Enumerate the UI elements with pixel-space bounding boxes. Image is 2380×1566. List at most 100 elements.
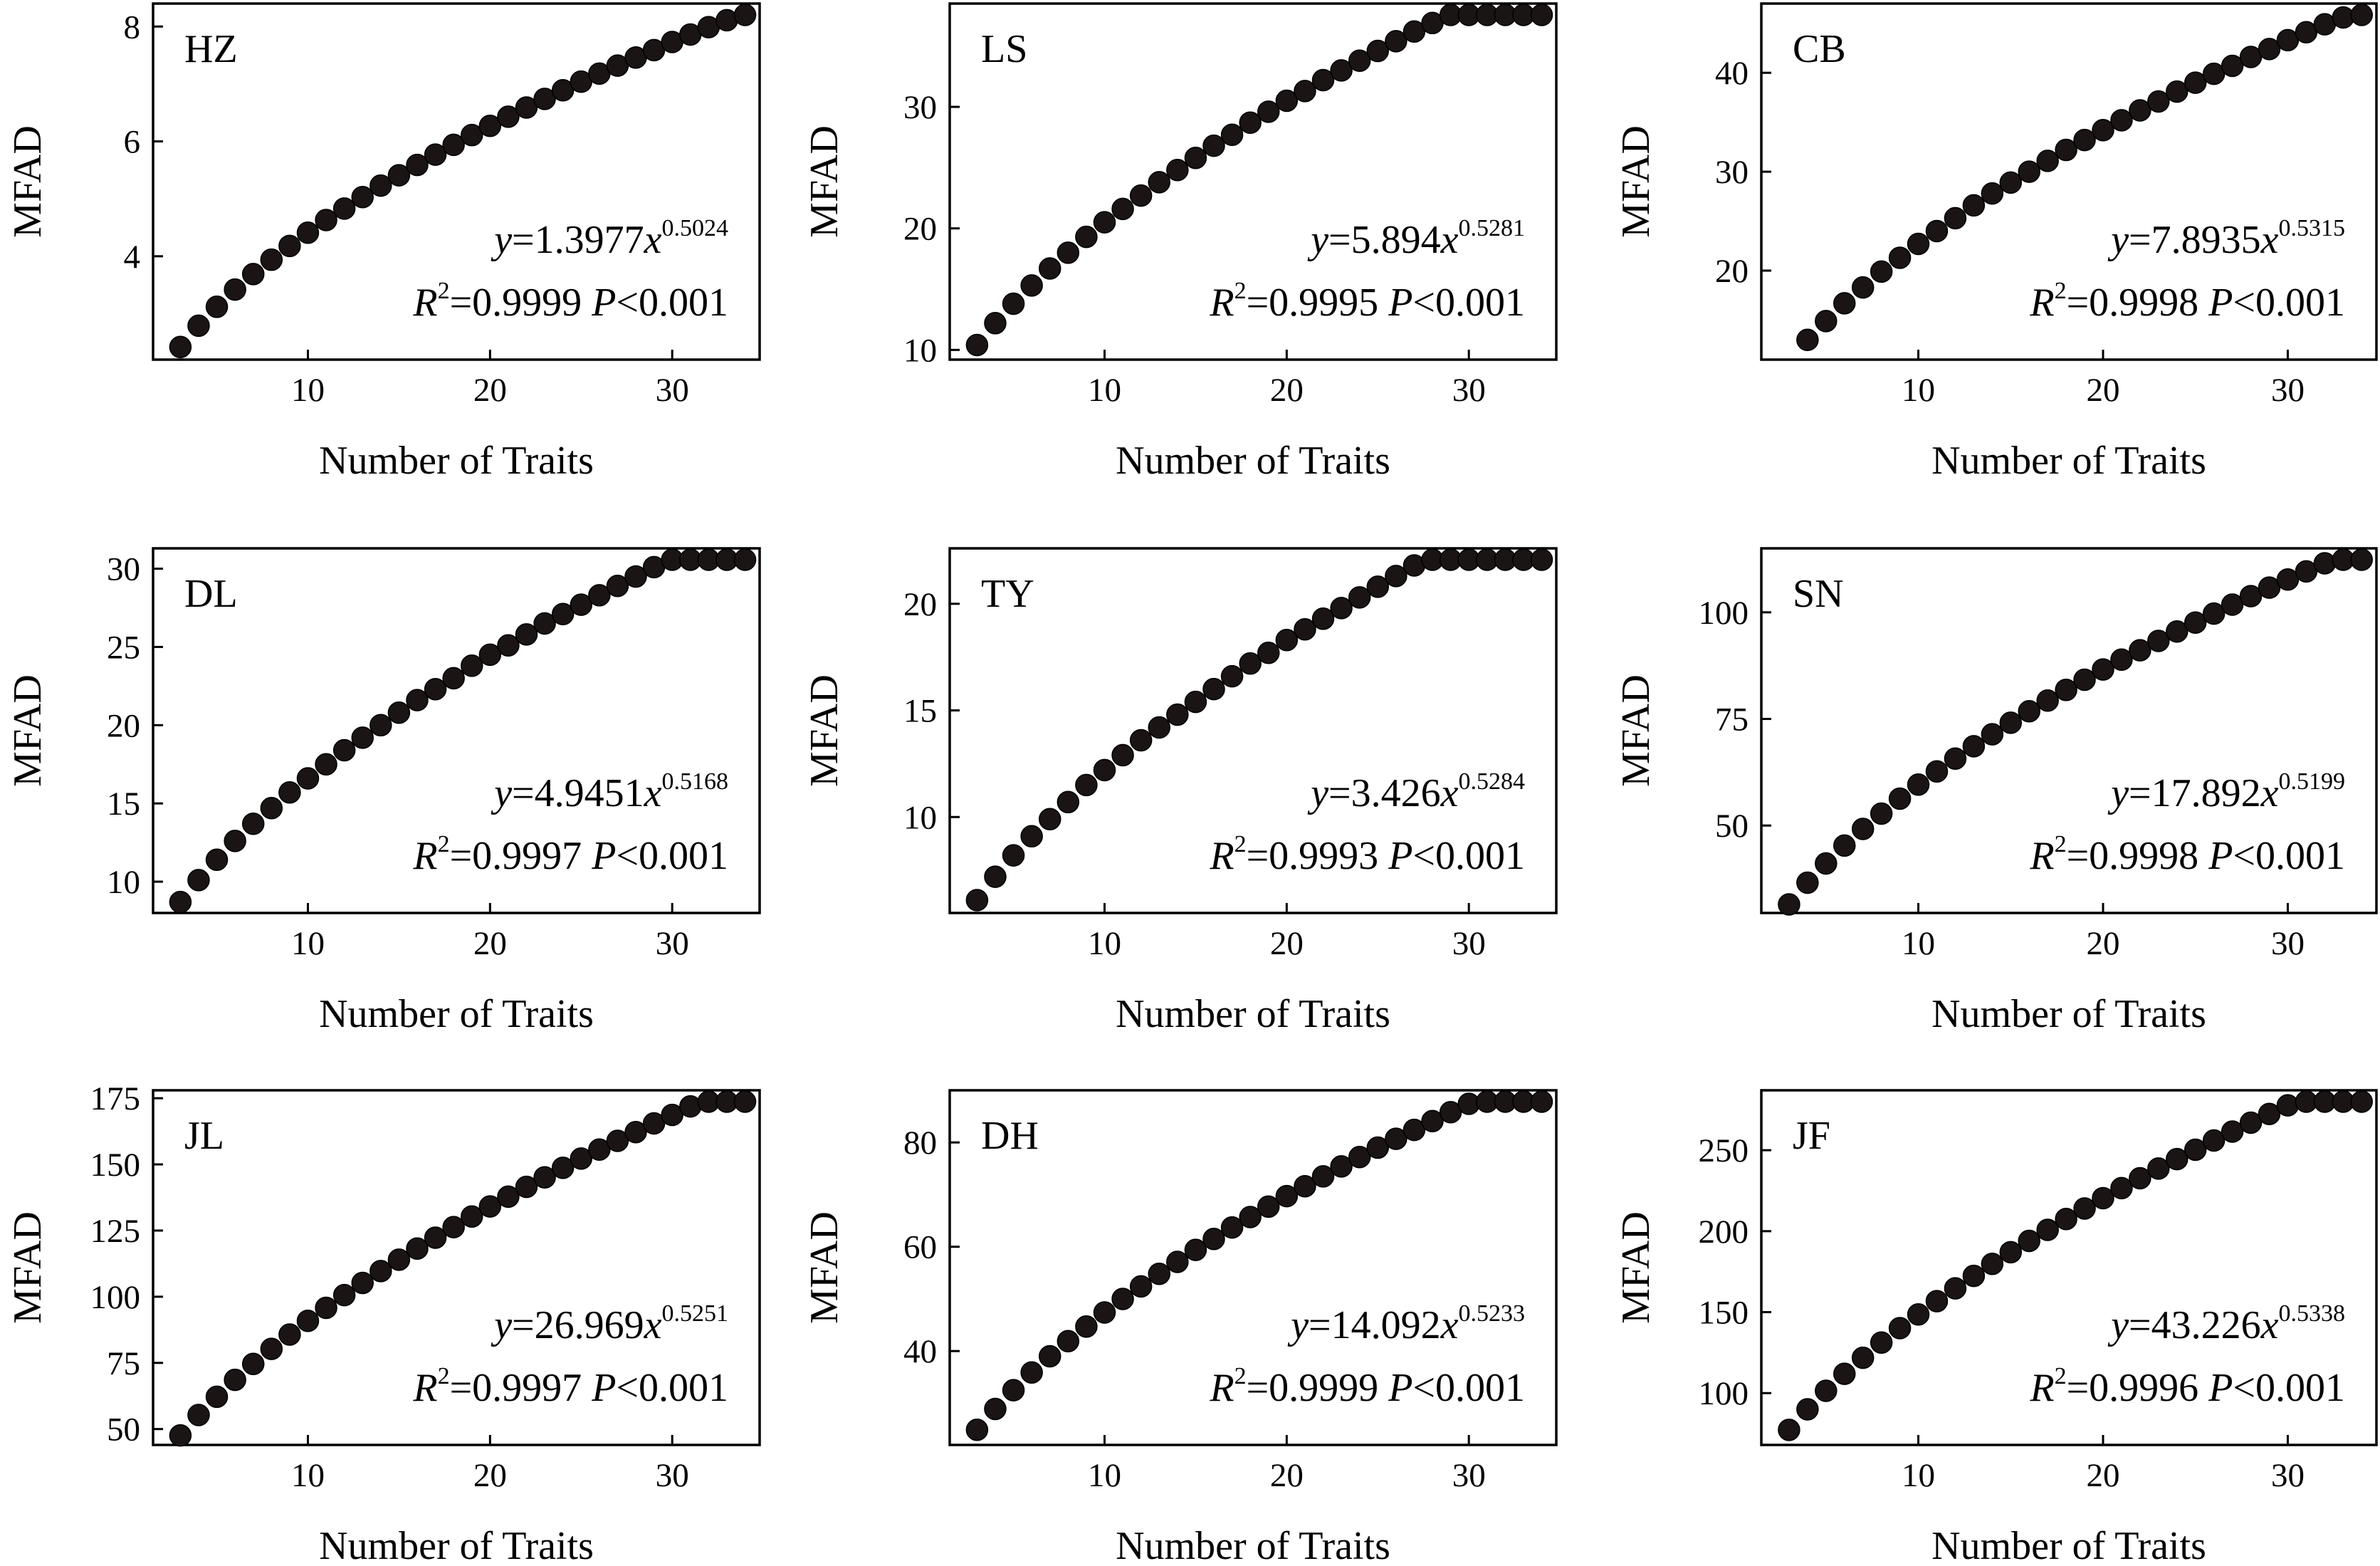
x-axis-title: Number of Traits (1931, 1524, 2206, 1566)
r-squared-exponent: 2 (438, 1363, 450, 1389)
data-point (169, 890, 192, 914)
data-point (2147, 1157, 2170, 1180)
p-symbol: P (2208, 1366, 2233, 1410)
eq-y-var: y (491, 1303, 512, 1347)
data-point (1888, 246, 1912, 269)
fit-equation: y=1.3977x0.5024 (491, 215, 728, 262)
data-point (406, 1237, 429, 1260)
data-point (2092, 119, 2114, 142)
data-point (1962, 1264, 1986, 1288)
data-point (1294, 1175, 1316, 1198)
data-point (1038, 257, 1061, 280)
data-point (497, 1185, 520, 1209)
data-point (1184, 146, 1207, 169)
data-point (515, 623, 538, 646)
data-point (315, 1296, 337, 1320)
data-point (1870, 260, 1893, 283)
data-point (624, 1120, 647, 1144)
x-axis-title: Number of Traits (1116, 992, 1390, 1036)
r-squared-symbol: R (2029, 281, 2054, 325)
data-point (1257, 1195, 1280, 1218)
data-point (551, 602, 575, 626)
data-point (1093, 758, 1116, 782)
data-point (1403, 1118, 1426, 1142)
data-point (205, 848, 229, 872)
fit-equation: y=17.892x0.5199 (2107, 768, 2345, 815)
p-value: <0.001 (616, 1366, 728, 1410)
data-point (1944, 1277, 1967, 1300)
data-point (1129, 184, 1153, 207)
y-axis-title: MFAD (1614, 1211, 1658, 1324)
eq-exponent: 0.5251 (662, 1300, 729, 1327)
data-point (1184, 1238, 1207, 1261)
p-symbol: P (2208, 281, 2233, 325)
data-point (1348, 1145, 1371, 1169)
y-axis-title: MFAD (1614, 674, 1658, 787)
data-point (606, 1129, 629, 1152)
eq-y-var: y (1287, 1303, 1309, 1347)
p-value: <0.001 (2233, 281, 2345, 325)
data-point (296, 221, 320, 244)
data-point (1888, 787, 1912, 810)
eq-coefficient: =17.892 (2129, 771, 2261, 815)
eq-coefficient: =1.3977 (512, 218, 644, 262)
data-point (2276, 568, 2300, 591)
y-tick-label: 175 (90, 1080, 141, 1117)
data-point (2332, 6, 2355, 29)
data-point (1148, 716, 1170, 739)
data-point (2129, 639, 2151, 662)
eq-exponent: 0.5338 (2279, 1300, 2346, 1327)
data-point (387, 164, 411, 187)
eq-coefficient: =5.894 (1328, 218, 1441, 262)
data-point (1330, 597, 1353, 620)
eq-coefficient: =7.8935 (2129, 218, 2261, 262)
data-point (1002, 844, 1025, 867)
data-point (642, 1112, 666, 1135)
eq-x-var: x (1440, 1303, 1459, 1347)
data-point (169, 335, 192, 359)
y-tick-label: 250 (1699, 1132, 1749, 1169)
data-point (965, 333, 989, 357)
data-point (460, 123, 483, 147)
data-point (1999, 171, 2023, 194)
p-symbol: P (1388, 834, 1412, 878)
data-point (205, 296, 229, 318)
eq-x-var: x (644, 771, 662, 815)
data-point (1999, 711, 2023, 734)
data-point (260, 1337, 283, 1360)
y-tick-label: 80 (903, 1124, 937, 1162)
y-axis-title: MFAD (802, 1211, 846, 1324)
x-tick-label: 30 (656, 925, 689, 962)
data-point (1925, 760, 1949, 783)
data-point (2110, 648, 2133, 672)
x-axis-title: Number of Traits (319, 439, 594, 483)
data-point (2221, 1120, 2244, 1143)
x-tick-label: 30 (656, 372, 689, 409)
data-point (1421, 1110, 1444, 1132)
eq-y-var: y (491, 771, 512, 815)
data-point (1815, 1379, 1838, 1402)
fit-statistics: R2=0.9998 P<0.001 (2029, 831, 2345, 878)
y-tick-label: 30 (1715, 154, 1749, 191)
r-squared-exponent: 2 (1234, 1363, 1247, 1389)
data-point (1385, 1127, 1407, 1150)
r-squared-value: =0.9997 (450, 834, 592, 878)
x-tick-label: 10 (1088, 925, 1121, 962)
data-point (1220, 123, 1244, 147)
x-tick-label: 10 (1088, 372, 1121, 409)
x-axis-title: Number of Traits (1931, 439, 2206, 483)
data-point (1833, 1362, 1856, 1385)
data-point (260, 797, 283, 820)
data-point (2239, 1111, 2263, 1134)
p-value: <0.001 (1412, 834, 1525, 878)
fit-statistics: R2=0.9993 P<0.001 (1209, 831, 1525, 878)
data-point (1275, 628, 1299, 652)
data-point (241, 263, 265, 286)
data-point (1294, 80, 1316, 103)
data-point (1962, 194, 1986, 217)
eq-coefficient: =4.9451 (512, 771, 644, 815)
data-point (1870, 802, 1893, 825)
y-tick-label: 150 (1699, 1295, 1749, 1332)
data-point (278, 1323, 301, 1346)
eq-y-var: y (1307, 771, 1328, 815)
